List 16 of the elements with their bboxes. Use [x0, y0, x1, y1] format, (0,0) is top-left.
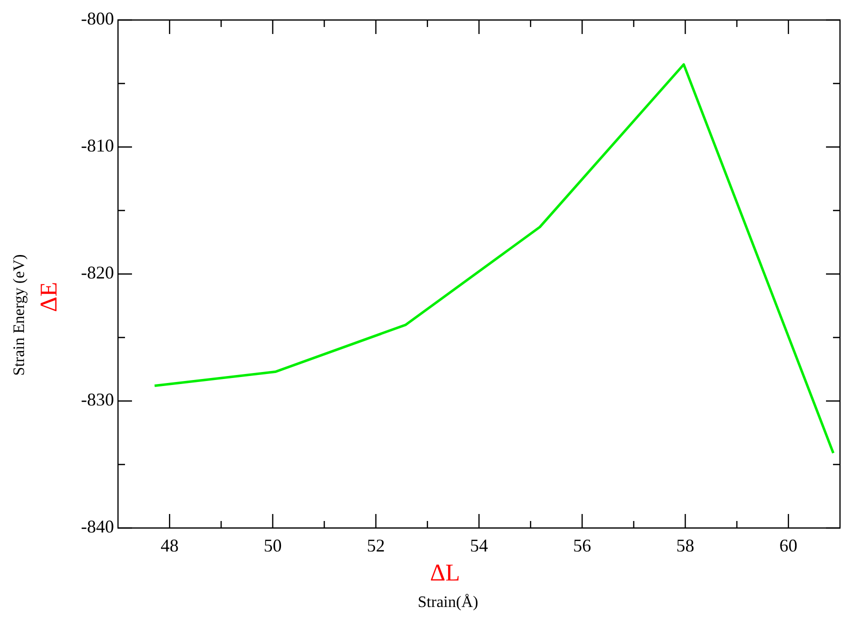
x-tick-label: 52	[366, 536, 385, 556]
x-tick-label: 58	[676, 536, 694, 556]
x-axis-title: Strain(Å)	[418, 593, 478, 612]
y-tick-label: -830	[81, 390, 114, 410]
y-tick-label: -800	[81, 8, 114, 29]
x-tick-label: 56	[573, 536, 592, 556]
text: ΔL	[430, 560, 460, 586]
y-tick-label: -810	[81, 136, 114, 156]
y-axis-title: Strain Energy (eV)	[11, 254, 28, 376]
x-tick-label: 60	[779, 536, 798, 556]
x-tick-label: 50	[264, 536, 282, 556]
y-tick-label: -820	[81, 262, 114, 283]
x-tick-label: 54	[470, 536, 488, 556]
x-tick-label: 48	[160, 536, 179, 556]
text: ΔE	[36, 282, 62, 312]
y-tick-label: -840	[81, 516, 114, 537]
